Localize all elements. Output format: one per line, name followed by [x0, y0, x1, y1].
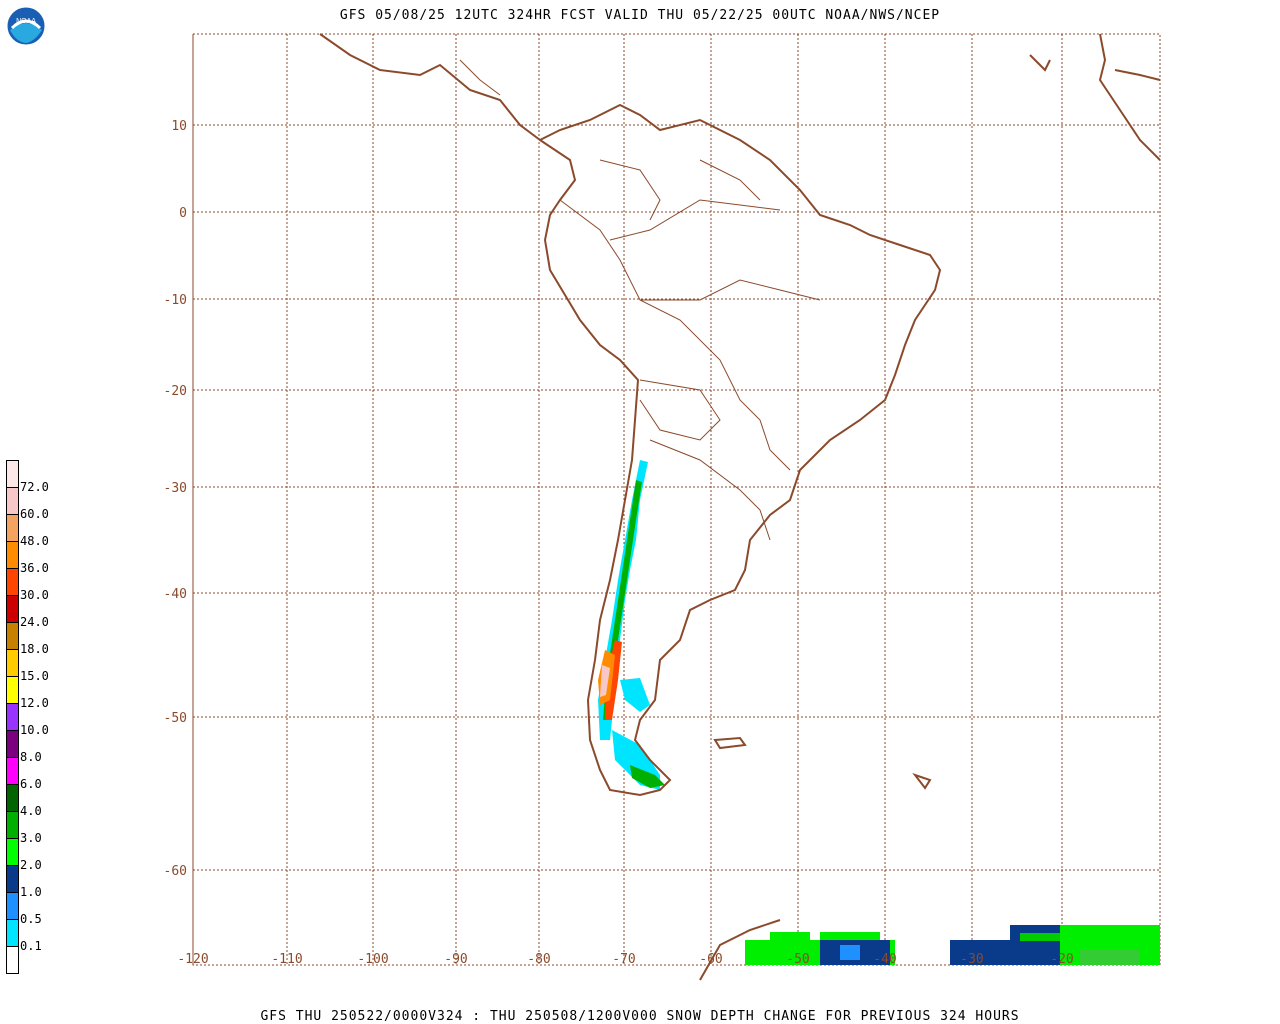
legend-label: 10.0 — [20, 723, 49, 737]
legend-label: 4.0 — [20, 804, 42, 818]
legend-swatch — [6, 460, 19, 488]
legend-label: 72.0 — [20, 480, 49, 494]
longitude-label: -90 — [444, 952, 467, 967]
noaa-logo-text: NOAA — [16, 18, 36, 25]
legend-label: 0.1 — [20, 939, 42, 953]
legend-swatch — [6, 838, 19, 866]
legend-label: 12.0 — [20, 696, 49, 710]
latitude-lines — [193, 124, 1160, 871]
map-caption: GFS THU 250522/0000V324 : THU 250508/120… — [260, 1009, 1020, 1024]
legend-label: 8.0 — [20, 750, 42, 764]
lat-lon-grid — [192, 33, 1161, 966]
longitude-label: -20 — [1050, 952, 1073, 967]
latitude-label: -40 — [164, 587, 187, 602]
snow-shading-andes — [598, 460, 665, 790]
legend-label: 36.0 — [20, 561, 49, 575]
longitude-label: -50 — [786, 952, 809, 967]
longitude-label: -40 — [873, 952, 896, 967]
legend-swatch — [6, 811, 19, 839]
legend-swatch — [6, 892, 19, 920]
legend-label: 15.0 — [20, 669, 49, 683]
legend-swatch — [6, 514, 19, 542]
legend-label: 18.0 — [20, 642, 49, 656]
latitude-label: 10 — [171, 119, 187, 134]
latitude-labels: 10 0 -10 -20 -30 -40 -50 -60 — [164, 119, 187, 879]
latitude-label: -50 — [164, 711, 187, 726]
map-title: GFS 05/08/25 12UTC 324HR FCST VALID THU … — [339, 8, 941, 23]
legend-label: 0.5 — [20, 912, 42, 926]
legend-swatch — [6, 568, 19, 596]
longitude-label: -120 — [177, 952, 208, 967]
longitude-lines — [192, 34, 1063, 965]
noaa-logo-icon: NOAA — [6, 6, 46, 46]
latitude-label: -20 — [164, 384, 187, 399]
latitude-label: 0 — [179, 206, 187, 221]
longitude-label: -70 — [612, 952, 635, 967]
legend-swatch — [6, 649, 19, 677]
snow-shading-antarctica — [745, 925, 1160, 965]
longitude-label: -80 — [527, 952, 550, 967]
latitude-label: -10 — [164, 293, 187, 308]
legend-swatch — [6, 541, 19, 569]
longitude-label: -30 — [960, 952, 983, 967]
country-borders — [459, 59, 821, 541]
legend-swatch — [6, 919, 19, 947]
legend-swatch — [6, 730, 19, 758]
legend-swatch — [6, 622, 19, 650]
legend-label: 48.0 — [20, 534, 49, 548]
longitude-label: -100 — [357, 952, 388, 967]
legend-label: 6.0 — [20, 777, 42, 791]
legend-label: 24.0 — [20, 615, 49, 629]
legend-swatch — [6, 784, 19, 812]
latitude-label: -30 — [164, 481, 187, 496]
legend-label: 1.0 — [20, 885, 42, 899]
legend-label: 60.0 — [20, 507, 49, 521]
legend-label: 3.0 — [20, 831, 42, 845]
forecast-map: 10 0 -10 -20 -30 -40 -50 -60 -120 -110 -100 -90 -80… — [164, 33, 1161, 981]
legend-swatch — [6, 865, 19, 893]
longitude-label: -110 — [271, 952, 302, 967]
longitude-labels: -120 -110 -100 -90 -80 -70 -60 -50 -40 -30 -20 — [177, 952, 1073, 967]
latitude-label: -60 — [164, 864, 187, 879]
legend-swatch — [6, 595, 19, 623]
legend-label: 30.0 — [20, 588, 49, 602]
legend-swatch — [6, 757, 19, 785]
legend-label: 2.0 — [20, 858, 42, 872]
legend-swatch — [6, 703, 19, 731]
legend-swatch — [6, 487, 19, 515]
coastline — [319, 33, 1161, 981]
legend-swatch — [6, 946, 19, 974]
longitude-label: -60 — [699, 952, 722, 967]
legend-swatch — [6, 676, 19, 704]
color-legend: 72.0 60.0 48.0 36.0 30.0 24.0 18.0 15.0 12.0 10.0… — [6, 460, 64, 974]
